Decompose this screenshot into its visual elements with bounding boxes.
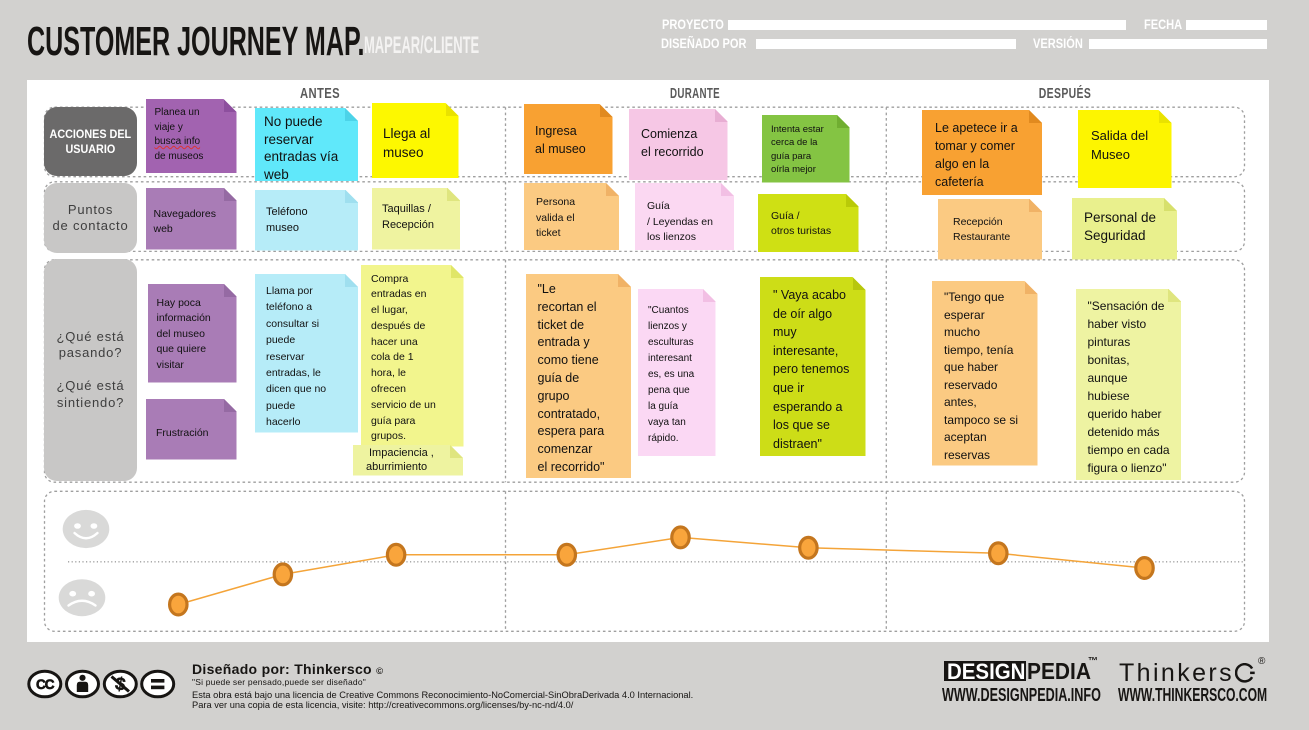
svg-text:CC: CC [36,677,55,692]
